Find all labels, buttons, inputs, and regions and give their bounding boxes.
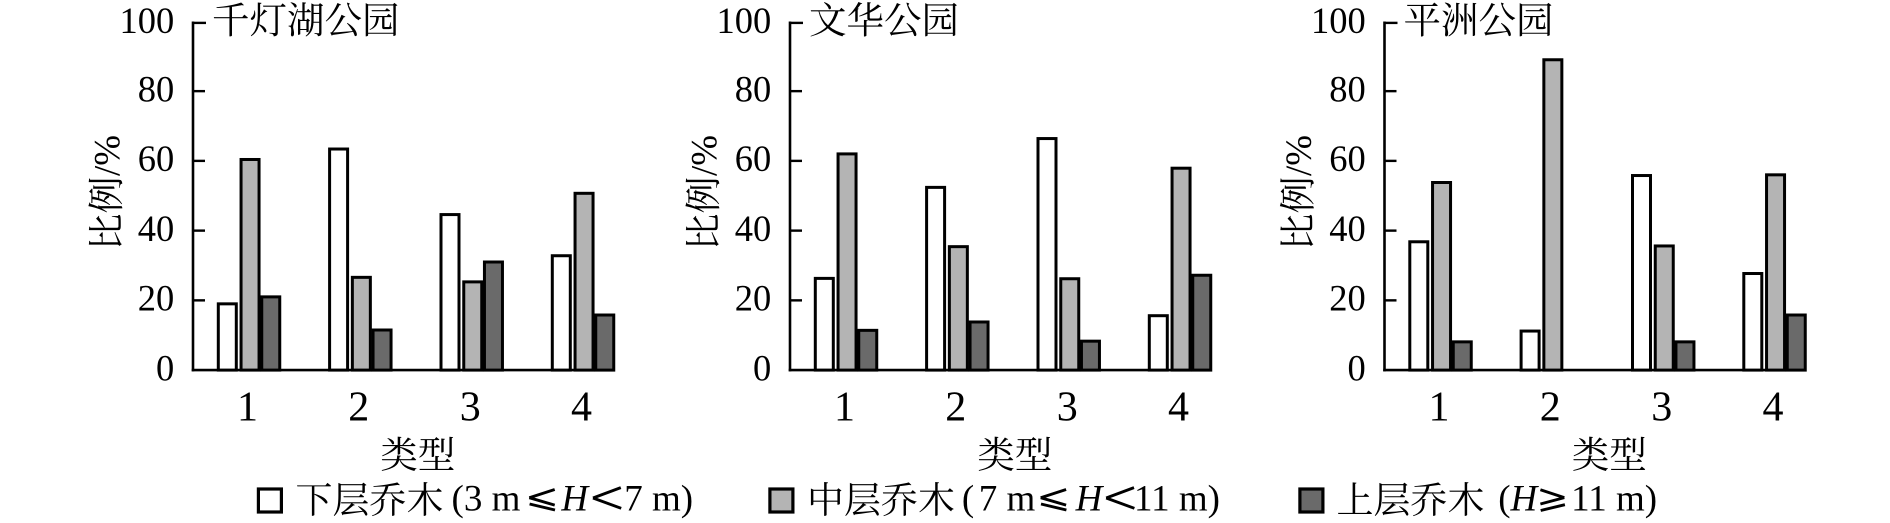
svg-text:11 m): 11 m) [1134,479,1220,520]
svg-text:60: 60 [1329,138,1366,179]
svg-text:/%: /% [1279,135,1320,176]
svg-text:0: 0 [1348,347,1366,388]
svg-text:1: 1 [834,384,855,430]
svg-text:/%: /% [684,135,725,176]
svg-text:3: 3 [1651,384,1672,430]
svg-text:4: 4 [1763,384,1784,430]
svg-text:2: 2 [945,384,966,430]
svg-text:H: H [560,479,590,520]
svg-text:7 m): 7 m) [624,479,693,520]
svg-text:1: 1 [1429,384,1450,430]
svg-text:3: 3 [460,384,481,430]
svg-text:4: 4 [571,384,592,430]
svg-text:3: 3 [1057,384,1078,430]
svg-text:(: ( [962,479,974,520]
svg-text:7 m: 7 m [979,479,1036,520]
svg-text:100: 100 [1311,0,1366,41]
svg-text:(3 m: (3 m [452,479,521,520]
svg-text:0: 0 [753,347,771,388]
svg-text:1: 1 [237,384,258,430]
svg-text:80: 80 [1329,68,1366,109]
svg-text:4: 4 [1168,384,1189,430]
svg-text:H: H [1510,479,1540,520]
svg-text:(: ( [1498,479,1510,520]
svg-text:40: 40 [138,208,175,249]
svg-text:80: 80 [138,68,175,109]
svg-text:11 m): 11 m) [1571,479,1657,520]
svg-text:H: H [1075,479,1105,520]
svg-text:2: 2 [1540,384,1561,430]
svg-text:20: 20 [138,278,175,319]
svg-text:0: 0 [156,347,174,388]
svg-text:100: 100 [120,0,175,41]
svg-text:40: 40 [735,208,772,249]
svg-text:20: 20 [735,278,772,319]
svg-text:60: 60 [735,138,772,179]
svg-text:/%: /% [87,135,128,176]
svg-text:20: 20 [1329,278,1366,319]
svg-text:80: 80 [735,68,772,109]
svg-text:60: 60 [138,138,175,179]
svg-text:2: 2 [348,384,369,430]
svg-text:100: 100 [717,0,772,41]
svg-text:40: 40 [1329,208,1366,249]
